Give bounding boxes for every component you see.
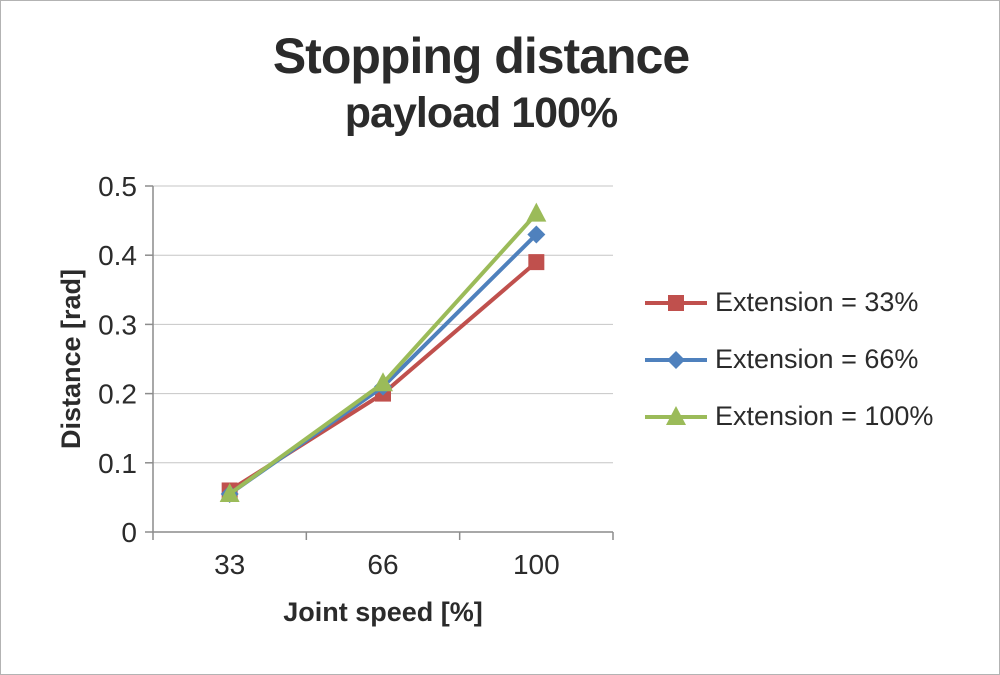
legend-key-square: [645, 294, 707, 311]
legend-label: Extension = 100%: [715, 401, 934, 431]
marker-triangle: [373, 372, 393, 392]
y-axis-title: Distance [rad]: [56, 268, 86, 450]
y-tick-label: 0.2: [98, 379, 137, 410]
chart-title: Stopping distance: [272, 28, 690, 84]
legend-key-diamond: [645, 350, 707, 369]
series-line: [227, 232, 539, 496]
marker-square: [668, 294, 684, 311]
y-tick-label: 0.3: [98, 309, 137, 340]
y-tick-label: 0.1: [98, 448, 137, 479]
legend-item: Extension = 33%: [643, 287, 933, 318]
legend-key-triangle: [645, 405, 707, 425]
x-tick-label: 66: [367, 549, 398, 580]
marker-triangle: [219, 482, 240, 502]
marker-triangle: [666, 405, 686, 425]
legend-item: Extension = 100%: [643, 401, 933, 432]
y-tick-label: 0.5: [98, 171, 137, 202]
chart-subtitle: payload 100%: [344, 89, 618, 137]
legend-label: Extension = 66%: [715, 344, 919, 374]
series-line: [227, 211, 539, 496]
legend-item: Extension = 66%: [643, 344, 933, 375]
marker-diamond: [667, 350, 685, 369]
y-tick-label: 0.4: [98, 240, 137, 271]
marker-diamond: [527, 225, 546, 244]
marker-square: [528, 254, 545, 271]
x-axis-title: Joint speed [%]: [283, 597, 483, 627]
y-tick-label: 0: [121, 517, 137, 548]
legend: Extension = 33% Extension = 66% Extension …: [643, 287, 933, 432]
x-tick-label: 33: [214, 549, 245, 580]
x-tick-label: 100: [513, 549, 560, 580]
legend-label: Extension = 33%: [715, 287, 919, 317]
marker-triangle: [526, 202, 547, 222]
